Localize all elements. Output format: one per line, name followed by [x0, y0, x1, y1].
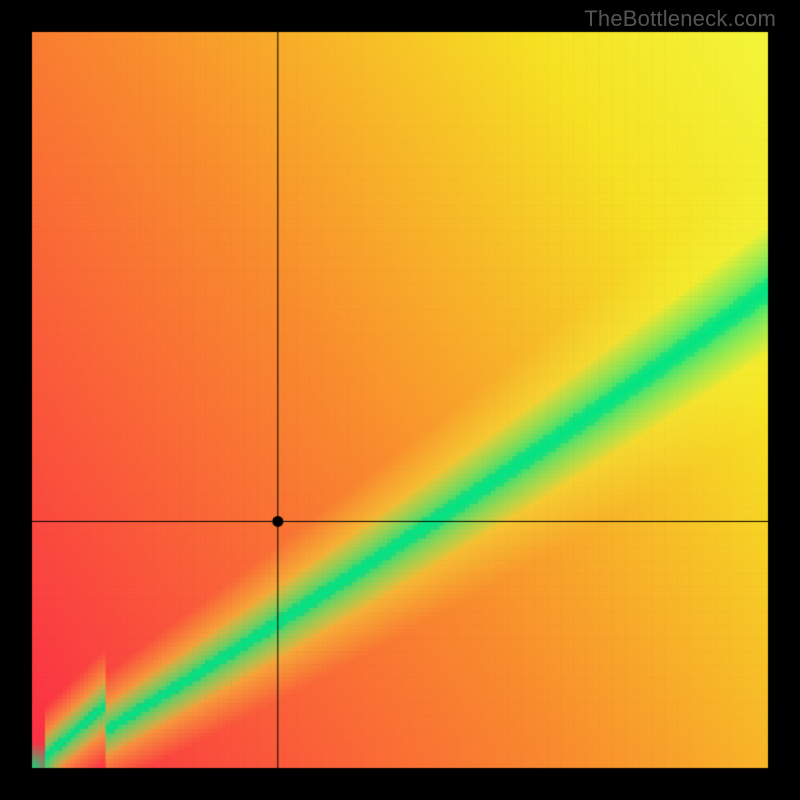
chart-container: TheBottleneck.com [0, 0, 800, 800]
bottleneck-heatmap [0, 0, 800, 800]
watermark-text: TheBottleneck.com [584, 6, 776, 32]
